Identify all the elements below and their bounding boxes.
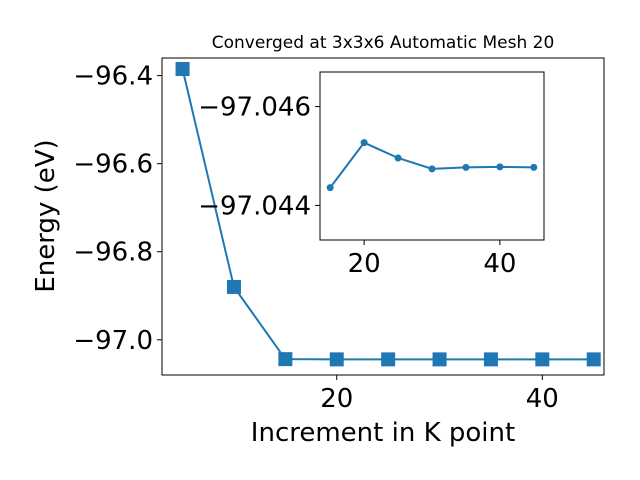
main-x-tick-label: 40 (526, 384, 559, 414)
inset-data-point (496, 163, 504, 171)
main-data-point (226, 279, 241, 294)
main-x-ticks: 20 40 (320, 375, 559, 414)
y-axis-label: Energy (eV) (31, 139, 61, 292)
chart-title: Converged at 3x3x6 Automatic Mesh 20 (212, 33, 555, 53)
inset-plot: 20 40 −97.046−97.044 (198, 71, 545, 279)
inset-data-point (428, 165, 436, 173)
main-data-point (278, 352, 293, 367)
inset-data-point (326, 184, 334, 192)
main-y-tick-label: −96.6 (73, 150, 153, 180)
main-data-point (175, 62, 190, 77)
main-data-point (483, 352, 498, 367)
inset-x-tick-label: 40 (483, 249, 516, 279)
main-y-tick-label: −97.0 (73, 326, 153, 356)
inset-y-tick-label: −97.044 (198, 191, 311, 221)
main-y-tick-label: −96.4 (73, 62, 153, 92)
inset-plot-frame (319, 71, 545, 241)
main-data-point (586, 352, 601, 367)
main-series (175, 62, 601, 367)
inset-x-tick-label: 20 (348, 249, 381, 279)
inset-y-ticks: −97.046 −97.044 (198, 93, 320, 221)
main-data-point (381, 352, 396, 367)
main-y-tick-label: −96.8 (73, 238, 153, 268)
inset-data-point (530, 163, 538, 171)
inset-y-tick-label: −97.046 (198, 93, 311, 123)
main-data-point (432, 352, 447, 367)
main-data-point (329, 352, 344, 367)
inset-x-ticks: 20 40 (348, 240, 516, 279)
main-plot: Converged at 3x3x6 Automatic Mesh 20 Inc… (31, 33, 605, 448)
x-axis-label: Increment in K point (251, 418, 515, 448)
inset-series (326, 139, 538, 192)
main-x-tick-label: 20 (320, 384, 353, 414)
inset-data-point (462, 163, 470, 171)
main-data-point (535, 352, 550, 367)
inset-data-point (360, 139, 368, 147)
inset-data-point (394, 154, 402, 162)
main-plot-frame (161, 57, 605, 376)
main-y-ticks: −96.4 −96.6 −96.8 −97.0 (73, 62, 162, 356)
